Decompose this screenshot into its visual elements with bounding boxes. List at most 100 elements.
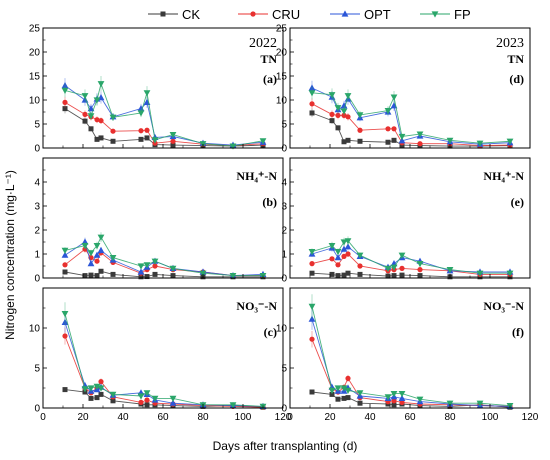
data-point [110,271,116,277]
data-point [169,265,177,272]
data-point [138,128,144,134]
data-point [97,246,105,253]
legend-marker [431,11,439,18]
data-point [62,269,68,275]
data-point [399,265,405,271]
data-point [476,270,484,277]
data-point [356,390,364,397]
data-point [357,127,363,133]
data-point [446,400,454,407]
data-point [345,137,351,143]
data-point [137,263,145,270]
y-tick-label: 4 [34,178,40,189]
data-point [62,333,68,339]
legend-label: FP [454,7,471,22]
data-point [399,272,405,278]
data-point [94,136,100,142]
data-point [329,391,335,397]
x-tick-label: 100 [235,412,252,423]
legend-item-ck: CK [148,7,200,22]
series-fp [61,75,267,150]
y-axis-title: Nitrogen concentration (mg·L⁻¹) [3,170,17,340]
data-point [391,273,397,279]
data-point [229,273,237,280]
series-line [64,313,264,407]
data-point [137,110,145,117]
data-point [391,398,397,404]
data-point [345,251,351,257]
panel-label: (f) [512,325,524,339]
data-point [62,387,68,393]
panel-variable: NO₃⁻-N [483,299,524,313]
data-point [109,114,117,121]
data-point [169,395,177,402]
data-point [137,393,145,400]
data-point [341,272,347,278]
data-point [94,258,100,264]
data-point [82,273,88,279]
x-tick-label: 80 [444,412,456,423]
panel-variable: TN [507,52,524,66]
data-point [384,394,392,401]
data-point [341,395,347,401]
y-tick-label: 0 [281,144,287,155]
y-tick-label: 5 [281,120,287,131]
data-point [345,375,351,381]
data-point [357,400,363,406]
data-point [356,112,364,119]
data-point [416,131,424,138]
data-point [110,128,116,134]
data-point [93,251,101,258]
data-point [328,243,336,250]
data-point [398,252,406,259]
data-point [344,243,352,250]
data-point [334,254,342,261]
data-point [309,336,315,342]
data-point [110,398,116,404]
legend-label: CRU [272,7,300,22]
data-point [144,397,150,403]
data-point [62,262,68,268]
y-tick-label: 5 [281,364,287,375]
x-tick-label: 20 [77,412,89,423]
data-point [169,131,177,139]
data-point [308,90,316,97]
series-fp [61,232,267,280]
data-point [138,399,144,405]
data-point [81,243,89,250]
data-point [170,138,176,144]
data-point [398,133,406,141]
data-point [340,385,348,392]
data-point [334,105,342,112]
x-tick-label: 0 [287,412,293,423]
data-point [446,267,454,274]
data-point [417,267,423,273]
data-point [309,389,315,395]
data-point [390,94,398,101]
plot-frame [42,27,284,149]
data-point [61,311,69,318]
data-point [97,81,105,88]
data-point [385,139,391,145]
panel-label: (c) [264,325,277,339]
series-opt [308,243,514,275]
legend-item-fp: FP [420,7,471,22]
data-point [82,111,88,117]
x-tick-label: 40 [117,412,129,423]
data-point [357,263,363,269]
data-point [341,253,347,259]
plot-frame [289,27,531,149]
data-point [170,273,176,279]
legend-label: CK [182,7,200,22]
data-point [308,249,316,256]
series-fp [308,294,514,410]
data-point [309,270,315,276]
legend: CK CRU OPT FP [148,7,471,22]
x-tick-label: 60 [404,412,416,423]
data-point [334,385,342,392]
series-line [64,322,264,407]
panel-e: 0 1 2 3 4 NH₄⁺-N (e) [281,157,531,285]
data-point [81,93,89,100]
